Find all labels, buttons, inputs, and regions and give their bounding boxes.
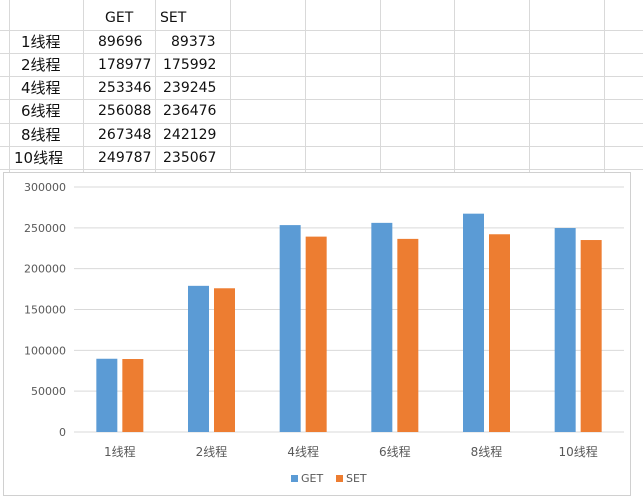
cell-set[interactable]: 236476 <box>163 100 216 123</box>
bar-set[interactable] <box>122 359 143 432</box>
cell-get[interactable]: 89696 <box>98 31 143 54</box>
legend-swatch-get <box>291 475 298 482</box>
chart-canvas: 0 50000 100000 150000 200000 250000 300000 1线程 2… <box>4 173 630 495</box>
y-tick-label: 300000 <box>24 181 66 194</box>
cell-set[interactable]: 89373 <box>171 31 216 54</box>
bar-set[interactable] <box>306 237 327 432</box>
bar-chart[interactable]: 0 50000 100000 150000 200000 250000 300000 1线程 2… <box>3 172 631 496</box>
cell-set[interactable]: 239245 <box>163 77 216 100</box>
bar-get[interactable] <box>463 214 484 432</box>
cell-get[interactable]: 256088 <box>98 100 151 123</box>
y-tick-label: 250000 <box>24 222 66 235</box>
y-tick-label: 100000 <box>24 344 66 357</box>
x-category-label: 2线程 <box>196 444 228 459</box>
legend-swatch-set <box>336 475 343 482</box>
header-get[interactable]: GET <box>105 7 133 30</box>
cell-get[interactable]: 267348 <box>98 124 151 147</box>
cell-get[interactable]: 178977 <box>98 54 151 77</box>
y-tick-label: 50000 <box>31 385 66 398</box>
y-tick-label: 0 <box>59 426 66 439</box>
row-label[interactable]: 8线程 <box>21 124 61 147</box>
header-set[interactable]: SET <box>160 7 186 30</box>
x-category-label: 1线程 <box>104 444 136 459</box>
bar-get[interactable] <box>371 223 392 432</box>
row-label[interactable]: 1线程 <box>21 31 61 54</box>
bar-get[interactable] <box>280 225 301 432</box>
row-label[interactable]: 4线程 <box>21 77 61 100</box>
x-category-label: 10线程 <box>559 444 598 459</box>
legend-label-get[interactable]: GET <box>301 472 323 485</box>
x-category-label: 8线程 <box>471 444 503 459</box>
bar-set[interactable] <box>397 239 418 432</box>
bar-set[interactable] <box>489 234 510 432</box>
y-tick-label: 150000 <box>24 304 66 317</box>
cell-set[interactable]: 242129 <box>163 124 216 147</box>
legend-label-set[interactable]: SET <box>346 472 367 485</box>
cell-set[interactable]: 235067 <box>163 147 216 170</box>
row-label[interactable]: 6线程 <box>21 100 61 123</box>
cell-get[interactable]: 249787 <box>98 147 151 170</box>
bar-get[interactable] <box>188 286 209 432</box>
x-category-label: 6线程 <box>379 444 411 459</box>
cell-set[interactable]: 175992 <box>163 54 216 77</box>
cell-get[interactable]: 253346 <box>98 77 151 100</box>
bar-get[interactable] <box>555 228 576 432</box>
bar-get[interactable] <box>96 359 117 432</box>
spreadsheet-grid: GET SET 1线程 89696 89373 2线程 178977 17599… <box>0 0 643 172</box>
bar-set[interactable] <box>581 240 602 432</box>
row-label[interactable]: 10线程 <box>14 147 63 170</box>
y-tick-label: 200000 <box>24 263 66 276</box>
bar-set[interactable] <box>214 288 235 432</box>
row-label[interactable]: 2线程 <box>21 54 61 77</box>
x-category-label: 4线程 <box>287 444 319 459</box>
